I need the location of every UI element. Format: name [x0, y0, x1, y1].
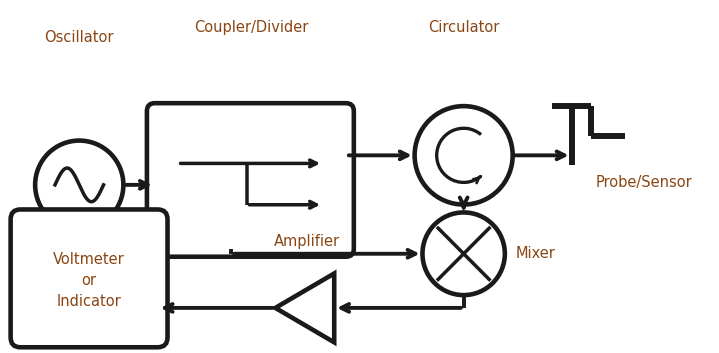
FancyBboxPatch shape — [147, 103, 354, 257]
Text: Coupler/Divider: Coupler/Divider — [193, 20, 308, 36]
Text: Circulator: Circulator — [428, 20, 499, 36]
Text: Mixer: Mixer — [516, 246, 556, 261]
Text: Amplifier: Amplifier — [274, 234, 340, 249]
FancyBboxPatch shape — [11, 209, 168, 347]
Text: Probe/Sensor: Probe/Sensor — [596, 175, 693, 190]
Text: Voltmeter
or
Indicator: Voltmeter or Indicator — [53, 252, 125, 309]
Text: Oscillator: Oscillator — [45, 30, 114, 45]
